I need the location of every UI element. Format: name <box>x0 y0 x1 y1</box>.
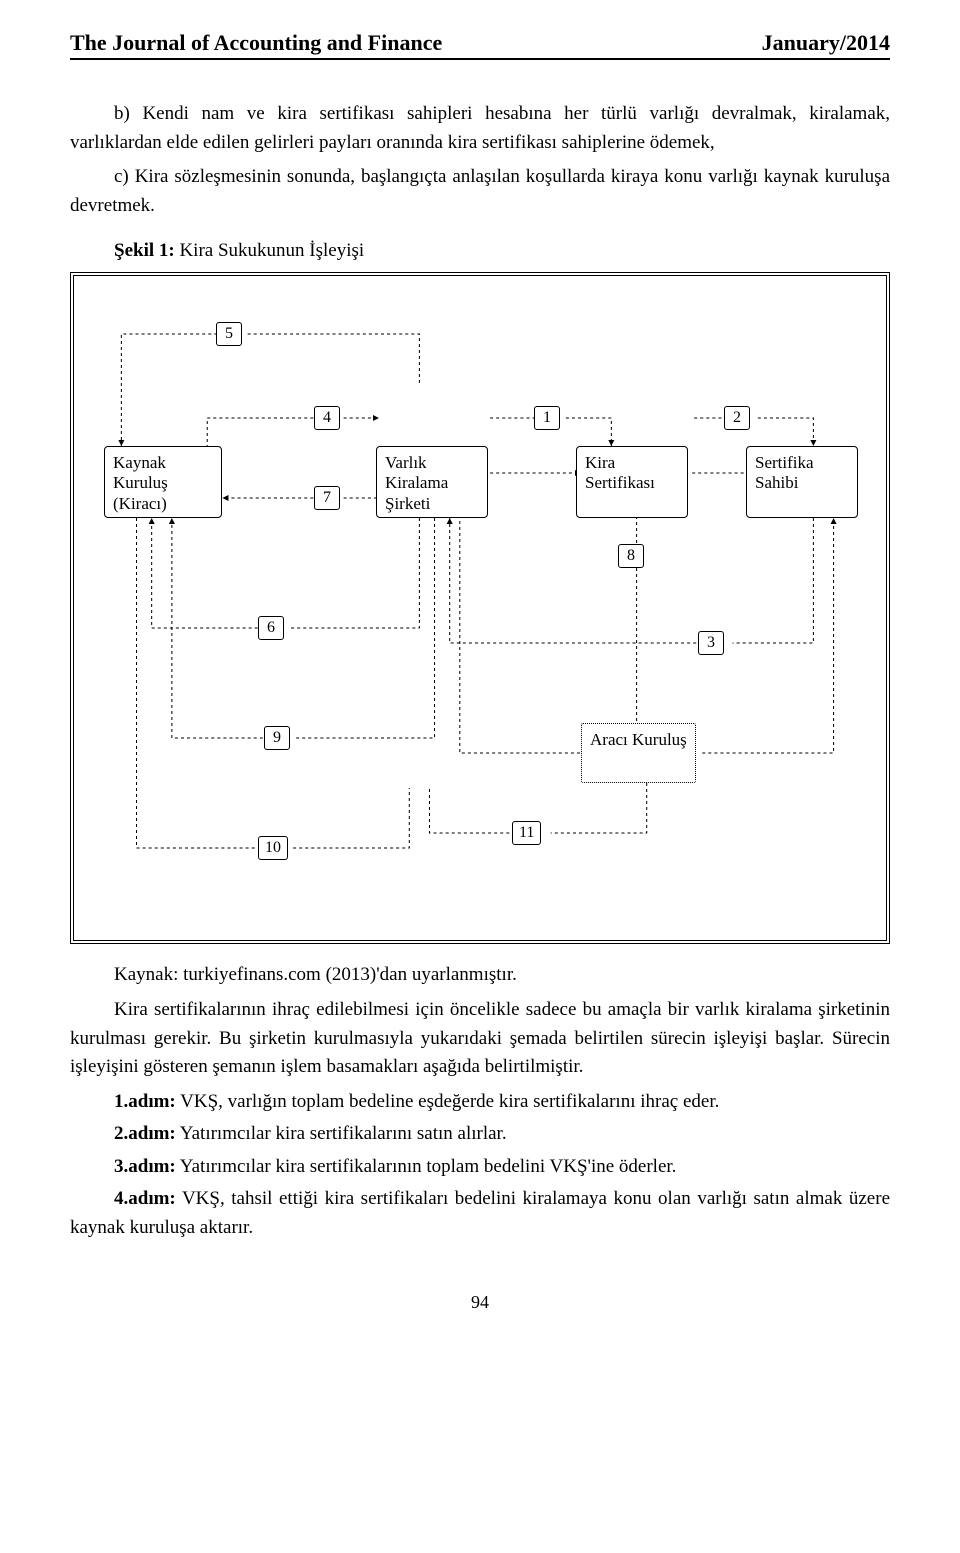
journal-date: January/2014 <box>762 30 890 56</box>
node-araci-kurulus: Aracı Kuruluş <box>581 723 696 783</box>
diagram: 5 4 1 2 7 8 6 3 9 10 11 Kaynak Kuruluş (… <box>86 288 874 928</box>
node-varlik-kiralama: Varlık Kiralama Şirketi <box>376 446 488 518</box>
step-num-11: 11 <box>512 821 541 845</box>
figure-source: Kaynak: turkiyefinans.com (2013)'dan uya… <box>70 964 890 986</box>
figure-title-bold: Şekil 1: <box>114 240 175 261</box>
diagram-frame: 5 4 1 2 7 8 6 3 9 10 11 Kaynak Kuruluş (… <box>70 272 890 944</box>
step-4-text: VKŞ, tahsil ettiği kira sertifikaları be… <box>70 1188 890 1238</box>
node-kira-sertifikasi: Kira Sertifikası <box>576 446 688 518</box>
paragraph-c: c) Kira sözleşmesinin sonunda, başlangıç… <box>70 163 890 220</box>
node-sertifika-sahibi: Sertifika Sahibi <box>746 446 858 518</box>
step-num-1: 1 <box>534 406 560 430</box>
page-number: 94 <box>70 1292 890 1313</box>
step-1-label: 1.adım: <box>114 1091 176 1112</box>
paragraph-b: b) Kendi nam ve kira sertifikası sahiple… <box>70 100 890 157</box>
step-num-5: 5 <box>216 322 242 346</box>
step-num-6: 6 <box>258 616 284 640</box>
step-num-7: 7 <box>314 486 340 510</box>
step-1-text: VKŞ, varlığın toplam bedeline eşdeğerde … <box>176 1091 720 1112</box>
node-kaynak-kurulus: Kaynak Kuruluş (Kiracı) <box>104 446 222 518</box>
figure-title-text: Kira Sukukunun İşleyişi <box>175 240 364 261</box>
step-4-label: 4.adım: <box>114 1188 176 1209</box>
journal-title: The Journal of Accounting and Finance <box>70 30 442 56</box>
step-num-2: 2 <box>724 406 750 430</box>
step-4: 4.adım: VKŞ, tahsil ettiği kira sertifik… <box>70 1185 890 1242</box>
step-3-label: 3.adım: <box>114 1156 176 1177</box>
step-3-text: Yatırımcılar kira sertifikalarının topla… <box>176 1156 677 1177</box>
step-2-text: Yatırımcılar kira sertifikalarını satın … <box>176 1123 507 1144</box>
step-num-3: 3 <box>698 631 724 655</box>
step-2: 2.adım: Yatırımcılar kira sertifikaların… <box>70 1120 890 1149</box>
page-header: The Journal of Accounting and Finance Ja… <box>70 30 890 60</box>
step-1: 1.adım: VKŞ, varlığın toplam bedeline eş… <box>70 1088 890 1117</box>
step-2-label: 2.adım: <box>114 1123 176 1144</box>
step-num-8: 8 <box>618 544 644 568</box>
step-num-10: 10 <box>258 836 288 860</box>
diagram-connectors <box>86 288 874 928</box>
step-num-9: 9 <box>264 726 290 750</box>
step-num-4: 4 <box>314 406 340 430</box>
figure-title: Şekil 1: Kira Sukukunun İşleyişi <box>70 240 890 262</box>
step-3: 3.adım: Yatırımcılar kira sertifikaların… <box>70 1153 890 1182</box>
paragraph-after-figure: Kira sertifikalarının ihraç edilebilmesi… <box>70 996 890 1082</box>
